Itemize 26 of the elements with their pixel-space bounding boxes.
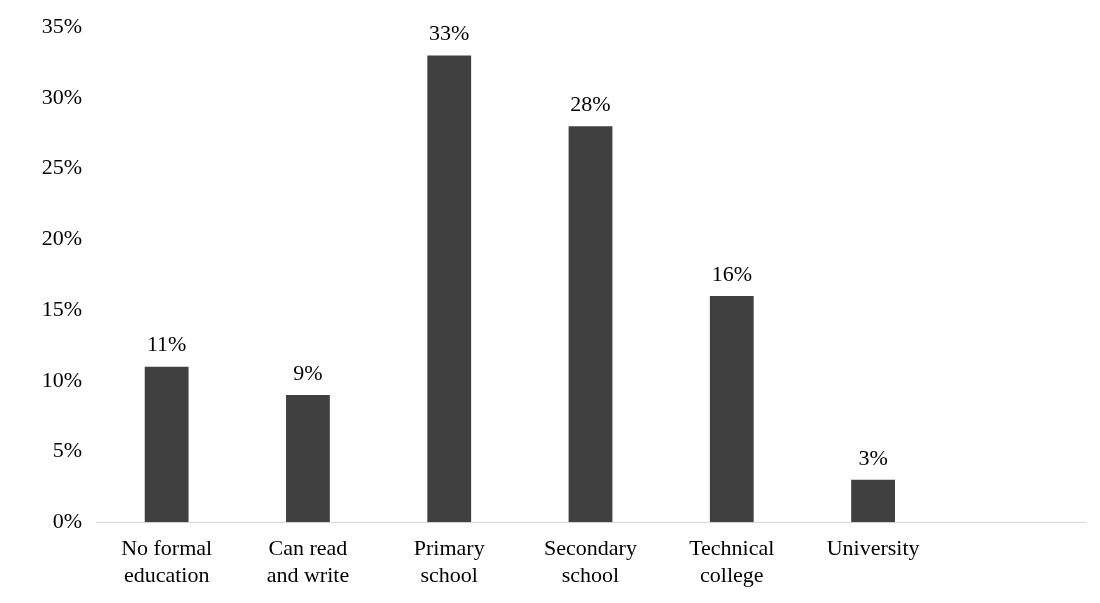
data-label: 11% [146, 331, 187, 357]
y-tick-label: 20% [41, 225, 82, 251]
x-tick-label: Primary school [413, 535, 485, 587]
bar [851, 479, 895, 523]
bar [709, 295, 754, 523]
x-tick-label: University [826, 535, 920, 561]
data-label: 28% [570, 90, 611, 116]
y-tick-label: 0% [52, 507, 82, 533]
y-tick-label: 35% [41, 12, 82, 38]
y-tick-label: 15% [41, 295, 82, 321]
bar [427, 55, 472, 523]
data-label: 9% [293, 359, 323, 385]
x-tick-label: Can read and write [266, 535, 350, 587]
data-label: 3% [858, 444, 888, 470]
x-tick-label: Technical college [689, 535, 775, 587]
y-tick-label: 5% [52, 437, 82, 463]
y-tick-label: 30% [41, 83, 82, 109]
data-label: 16% [711, 260, 752, 286]
x-tick-label: No formal education [121, 535, 213, 587]
bar [144, 366, 189, 523]
data-label: 33% [429, 20, 470, 46]
bar [286, 394, 330, 523]
y-tick-label: 25% [41, 154, 82, 180]
x-tick-label: Secondary school [544, 535, 637, 587]
y-tick-label: 10% [41, 366, 82, 392]
bar [568, 126, 613, 523]
